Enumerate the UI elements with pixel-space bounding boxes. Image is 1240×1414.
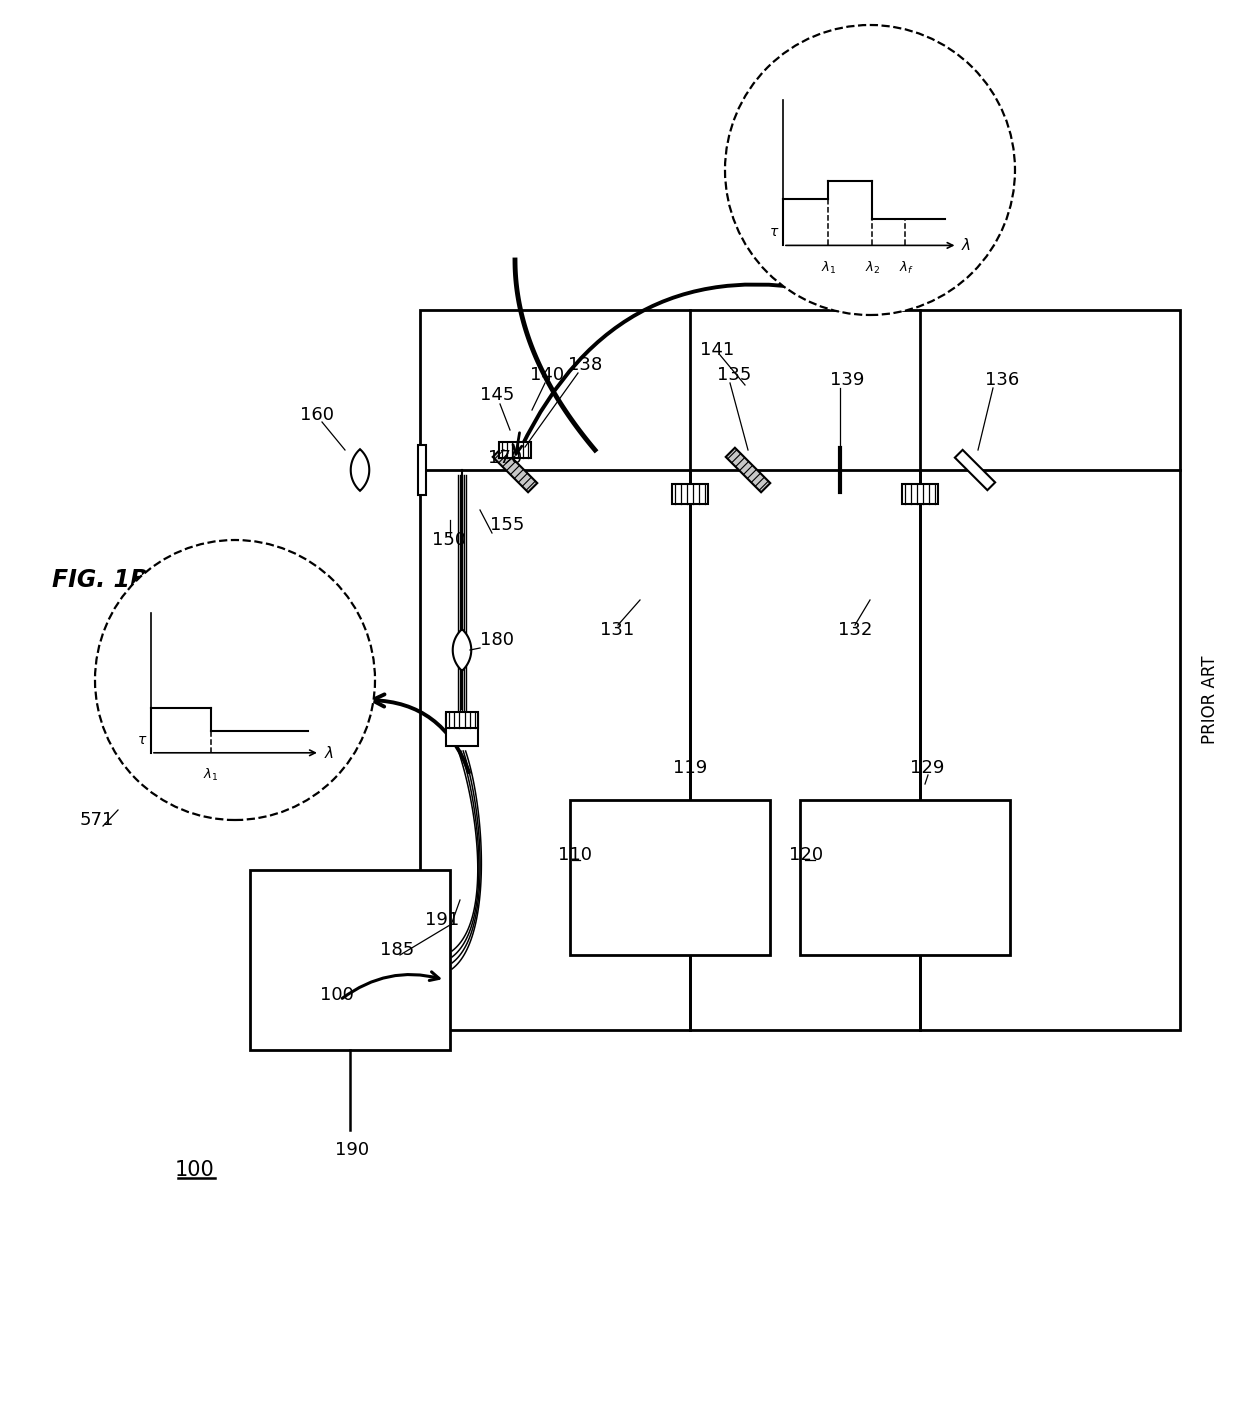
Text: $\lambda$: $\lambda$ (324, 745, 334, 761)
Bar (418, 445, 427, 495)
Circle shape (725, 25, 1016, 315)
Text: 135: 135 (717, 366, 751, 385)
Bar (446, 714, 477, 747)
Text: 190: 190 (335, 1141, 370, 1159)
Polygon shape (351, 450, 370, 491)
Text: $\lambda_1$: $\lambda_1$ (821, 259, 836, 276)
Polygon shape (492, 448, 537, 492)
Text: 191: 191 (425, 911, 459, 929)
Bar (800, 800, 1011, 954)
Polygon shape (453, 629, 471, 670)
Circle shape (95, 540, 374, 820)
Text: $\lambda_2$: $\lambda_2$ (864, 259, 880, 276)
Bar (570, 800, 770, 954)
Text: $\lambda_1$: $\lambda_1$ (203, 766, 218, 783)
Bar (250, 870, 450, 1051)
Text: 160: 160 (300, 406, 334, 424)
Text: 150: 150 (432, 532, 466, 549)
Text: 155: 155 (490, 516, 525, 534)
Bar (672, 484, 708, 503)
Text: $\tau$: $\tau$ (136, 732, 148, 747)
Text: 140: 140 (529, 366, 564, 385)
Text: $\lambda_f$: $\lambda_f$ (899, 259, 914, 276)
Text: 145: 145 (480, 386, 515, 404)
Text: 180: 180 (480, 631, 515, 649)
Text: 110: 110 (558, 846, 591, 864)
Text: 141: 141 (701, 341, 734, 359)
Bar (446, 713, 477, 728)
Text: 100: 100 (175, 1159, 215, 1181)
Text: 136: 136 (985, 370, 1019, 389)
Text: 100: 100 (320, 986, 353, 1004)
Bar (420, 310, 1180, 1029)
Text: FIG. 1B: FIG. 1B (52, 568, 148, 592)
Text: PRIOR ART: PRIOR ART (1202, 656, 1219, 744)
Bar (498, 443, 531, 458)
Bar (901, 484, 937, 503)
Polygon shape (955, 450, 996, 491)
Text: 170: 170 (489, 450, 522, 467)
Text: 129: 129 (910, 759, 945, 778)
Text: $\tau$: $\tau$ (769, 225, 779, 239)
Text: 131: 131 (600, 621, 634, 639)
Text: 139: 139 (830, 370, 864, 389)
Text: 120: 120 (789, 846, 823, 864)
Text: 571: 571 (81, 812, 114, 829)
Text: 119: 119 (673, 759, 707, 778)
Text: $\lambda$: $\lambda$ (961, 238, 971, 253)
Text: 138: 138 (568, 356, 603, 373)
Text: 132: 132 (838, 621, 873, 639)
Polygon shape (725, 448, 770, 492)
Text: 185: 185 (379, 940, 414, 959)
